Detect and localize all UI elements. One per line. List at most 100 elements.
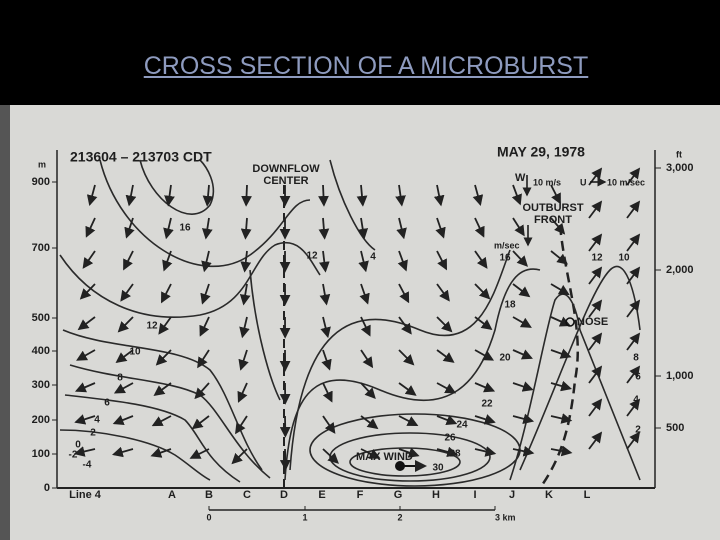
left-axis-tick: 400 <box>32 345 50 357</box>
contour-label: 4 <box>633 395 639 406</box>
wind-arrow <box>240 250 252 273</box>
nose-marker <box>565 317 575 327</box>
wind-arrow <box>74 414 96 425</box>
figure: 213604 – 213703 CDT MAY 29, 1978 DOWNFLO… <box>0 105 720 540</box>
wind-arrow <box>322 415 336 434</box>
max-wind-label: MAX WIND <box>356 451 413 463</box>
wind-arrow <box>474 349 495 361</box>
km-label: 0 <box>206 512 211 522</box>
station-label: D <box>280 489 288 501</box>
wind-arrow <box>322 448 339 464</box>
station-label: Line 4 <box>69 489 102 501</box>
legend-w-scale: 10 m/s <box>533 177 561 187</box>
wind-arrow <box>241 184 252 207</box>
wind-arrow <box>550 413 573 424</box>
wind-arrow <box>588 332 603 351</box>
contour-label: -2 <box>69 450 78 461</box>
wind-arrow <box>588 398 603 417</box>
left-axis-tick: 300 <box>32 379 50 391</box>
wind-arrow <box>512 217 525 237</box>
wind-arrow <box>626 431 641 450</box>
km-label: 3 km <box>495 512 516 522</box>
contour-label: 12 <box>306 251 318 262</box>
right-axis-tick: 1,000 <box>666 370 694 382</box>
wind-arrow <box>436 446 459 458</box>
wind-arrow <box>550 348 572 359</box>
contour-label: 16 <box>499 253 511 264</box>
wind-arrow <box>474 316 493 331</box>
contour-label: 4 <box>370 252 376 263</box>
wind-arrow <box>474 382 496 393</box>
wind-arrow <box>360 349 374 369</box>
contour-label: 0 <box>75 440 81 451</box>
wind-arrow <box>321 349 332 371</box>
wind-arrow <box>199 316 210 337</box>
wind-arrow <box>398 349 415 366</box>
wind-arrow <box>322 382 333 403</box>
station-label: B <box>205 489 213 501</box>
left-axis-tick: 0 <box>44 482 50 494</box>
left-axis-tick: 700 <box>32 242 50 254</box>
wind-arrow <box>202 184 214 207</box>
wind-arrow <box>588 233 603 252</box>
wind-arrow <box>512 381 534 392</box>
wind-arrow <box>398 283 410 304</box>
wind-arrow <box>360 415 379 430</box>
wind-arrow <box>550 184 561 205</box>
wind-arrow <box>550 445 573 457</box>
wind-arrow <box>151 415 172 427</box>
wind-arrow <box>194 382 210 400</box>
left-axis-unit: m <box>38 159 46 169</box>
wind-arrow <box>112 415 134 426</box>
nose-label: NOSE <box>577 316 608 328</box>
wind-arrow <box>436 382 457 394</box>
wind-arrow <box>120 283 134 302</box>
scan-edge <box>0 105 10 540</box>
wind-arrow <box>626 398 641 417</box>
wind-arrow <box>117 316 134 333</box>
station-label: F <box>357 489 364 501</box>
time-range: 213604 – 213703 CDT <box>70 149 212 165</box>
scan-background <box>0 105 720 540</box>
wind-arrow <box>472 184 484 207</box>
contour-label: 6 <box>104 398 110 409</box>
wind-arrow <box>77 316 96 331</box>
wind-arrow <box>588 200 603 219</box>
wind-arrow <box>474 446 497 457</box>
wind-arrow <box>474 250 488 269</box>
wind-arrow <box>436 316 453 333</box>
wind-arrow <box>189 448 210 459</box>
right-axis-tick: 500 <box>666 422 684 434</box>
contour-label: 8 <box>633 353 639 364</box>
wind-arrow <box>74 382 96 393</box>
contour-label: 4 <box>94 415 100 426</box>
legend-u: U <box>580 177 587 187</box>
contour-label: 22 <box>481 399 493 410</box>
station-label: E <box>318 489 325 501</box>
contour-label: 30 <box>432 463 444 474</box>
wind-arrow <box>115 349 134 364</box>
contour-label: 10 <box>618 253 630 264</box>
wind-arrow <box>436 349 455 363</box>
contour-label: 8 <box>117 373 123 384</box>
wind-arrow <box>318 217 330 240</box>
right-axis-unit: ft <box>676 149 682 159</box>
contour-label: 26 <box>444 433 456 444</box>
wind-arrow <box>164 184 175 207</box>
contour-label: 6 <box>635 372 641 383</box>
wind-arrow <box>436 414 458 426</box>
wind-arrow <box>76 349 96 361</box>
wind-arrow <box>319 283 331 306</box>
downflow-label: CENTER <box>263 175 308 187</box>
wind-arrow <box>512 316 532 328</box>
wind-arrow <box>395 184 406 207</box>
wind-arrow <box>85 217 96 238</box>
outburst-label: OUTBURST <box>522 202 583 214</box>
station-label: K <box>545 489 553 501</box>
contour-label: -4 <box>83 460 92 471</box>
wind-arrow <box>200 283 211 305</box>
wind-arrow <box>626 200 641 219</box>
wind-arrow <box>231 448 248 465</box>
wind-arrow <box>360 448 381 459</box>
